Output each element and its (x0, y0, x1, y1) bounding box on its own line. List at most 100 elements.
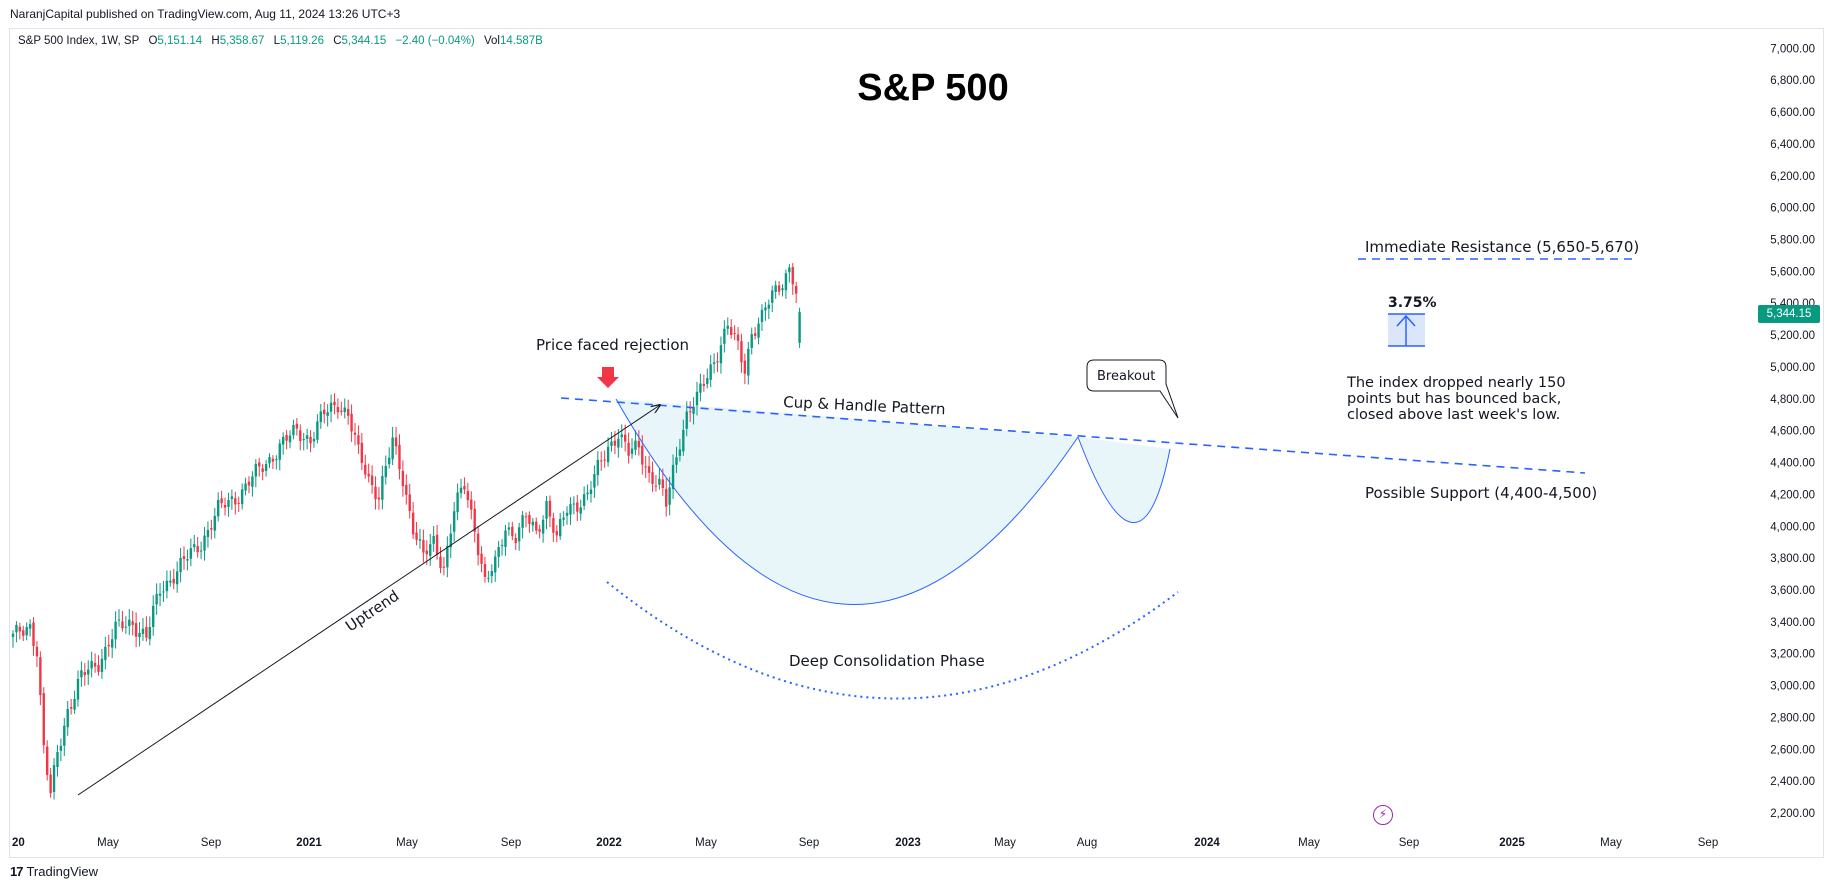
time-tick-label: 20 (12, 837, 25, 849)
candle-body (559, 519, 562, 537)
candle-body (644, 466, 647, 468)
chart-title: S&P 500 (857, 67, 1008, 109)
candle-body (264, 463, 268, 471)
candle-body (791, 267, 794, 285)
candle-body (340, 410, 343, 412)
candle-body (576, 502, 579, 512)
time-tick-label: Aug (1077, 837, 1097, 849)
candle-body (692, 407, 695, 414)
candle-body (275, 459, 278, 461)
candle-body (579, 507, 582, 514)
price-tick-label: 2,800.00 (1770, 712, 1815, 724)
time-tick-label: Sep (201, 837, 221, 849)
legend-close-value: 5,344.15 (341, 35, 387, 47)
candle-body (329, 402, 333, 412)
candle-body (627, 442, 630, 456)
price-tick-label: 6,200.00 (1770, 171, 1815, 183)
candle-body (381, 476, 384, 500)
candle-body (39, 657, 42, 696)
candle-body (418, 539, 422, 541)
candle-body (350, 413, 353, 432)
candle-body (429, 544, 432, 556)
candle-body (706, 378, 709, 385)
candle-body (784, 273, 788, 291)
cup-handle-label: Cup & Handle Pattern (783, 393, 946, 418)
candle-body (401, 471, 405, 487)
price-axis[interactable]: 2,200.00 2,400.00 2,600.00 2,800.00 3,000.00… (1770, 43, 1815, 820)
candle-body (548, 500, 552, 517)
time-tick-label: May (994, 837, 1016, 849)
candle-body (736, 334, 740, 341)
candle-body (227, 499, 230, 507)
candle-body (162, 591, 165, 593)
legend-high-label: H (211, 35, 220, 47)
cup-rim-trendline (560, 397, 1586, 474)
candle-body (569, 504, 572, 515)
time-axis[interactable]: 20 May Sep 2021 May Sep 2022 May Sep 2023 May Aug 20… (12, 837, 1718, 849)
candle-body (254, 463, 258, 477)
time-tick-label: 2024 (1194, 837, 1220, 849)
flash-event-icon[interactable]: ⚡ (1373, 805, 1393, 825)
candle-body (80, 670, 83, 678)
rejection-arrow-icon (597, 367, 619, 388)
candle-body (562, 517, 565, 520)
candle-body (165, 580, 169, 592)
candle-body (305, 435, 309, 439)
candle-body (87, 669, 90, 675)
candle-body (753, 333, 757, 336)
chart-frame (9, 28, 1824, 858)
legend-symbol[interactable]: S&P 500 Index, 1W, SP (18, 35, 140, 47)
immediate-resistance-label: Immediate Resistance (5,650-5,670) (1365, 238, 1639, 256)
price-tick-label: 3,000.00 (1770, 681, 1815, 693)
current-price-tag: 5,344.15 (1758, 305, 1820, 323)
candle-body (422, 540, 425, 553)
time-tick-label: 2025 (1499, 837, 1525, 849)
price-tick-label: 2,600.00 (1770, 744, 1815, 756)
candle-body (234, 498, 237, 505)
candle-body (319, 411, 322, 423)
candle-body (603, 459, 606, 461)
candle-body (730, 327, 733, 335)
candle-body (196, 546, 199, 553)
candle-body (473, 508, 476, 532)
candle-body (100, 658, 104, 673)
candle-body (110, 639, 114, 648)
breakout-callout: Breakout (1086, 359, 1179, 419)
candle-body (405, 484, 408, 495)
legend-open-value: 5,151.14 (157, 35, 203, 47)
candle-body (203, 535, 206, 551)
candle-body (360, 442, 364, 463)
candle-body (651, 472, 654, 484)
price-tick-label: 3,800.00 (1770, 553, 1815, 565)
candle-body (589, 489, 593, 495)
candle-body (18, 626, 22, 632)
candle-body (760, 309, 764, 322)
candle-body (617, 438, 620, 448)
candle-body (685, 411, 688, 429)
candle-body (83, 672, 87, 676)
legend-close-label: C (333, 35, 342, 47)
candle-body (695, 391, 699, 406)
candle-body (719, 345, 723, 364)
candle-body (781, 288, 784, 291)
candle-body (606, 446, 610, 463)
price-tick-label: 4,800.00 (1770, 394, 1815, 406)
candle-body (56, 752, 59, 767)
candle-body (391, 437, 394, 460)
candle-body (463, 485, 466, 490)
candle-body (370, 475, 374, 485)
candle-body (593, 474, 596, 488)
tradingview-brand[interactable]: 17 TradingView (10, 864, 98, 879)
candle-body (220, 498, 223, 504)
candle-body (767, 304, 771, 309)
candle-body (470, 499, 473, 510)
uptrend-arrow (77, 405, 660, 796)
candle-body (69, 707, 73, 709)
candle-body (630, 448, 634, 454)
breakout-label: Breakout (1097, 369, 1155, 384)
candle-body (230, 496, 234, 500)
candle-body (487, 577, 490, 579)
candle-body (42, 693, 45, 746)
candle-body (193, 544, 196, 548)
